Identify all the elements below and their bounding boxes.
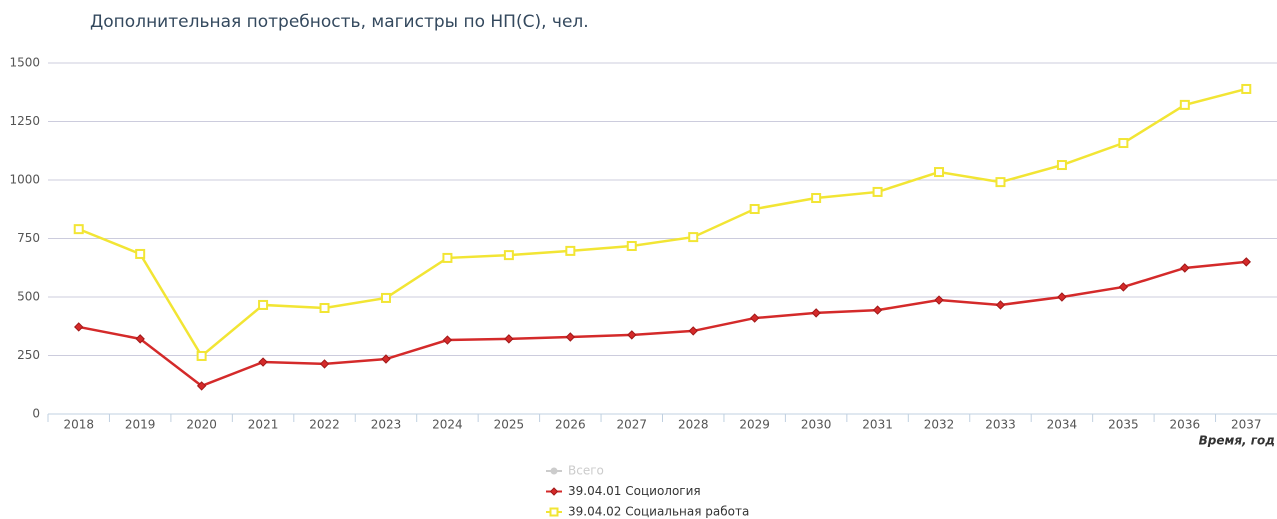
x-tick-label: 2026 [555, 418, 586, 432]
point [196, 350, 207, 361]
point [196, 381, 207, 391]
y-tick-label: 1500 [9, 56, 40, 70]
point [135, 334, 145, 344]
chart-title: Дополнительная потребность, магистры по … [90, 12, 589, 32]
point [811, 193, 822, 204]
legend-label: 39.04.01 Социология [568, 484, 701, 498]
x-tick-label: 2035 [1108, 418, 1139, 432]
point [688, 232, 699, 243]
x-tick-label: 2032 [924, 418, 955, 432]
x-tick-label: 2029 [739, 418, 770, 432]
point [934, 295, 944, 305]
point [442, 335, 453, 345]
y-tick-label: 0 [32, 407, 40, 421]
x-tick-label: 2024 [432, 418, 463, 432]
x-tick-label: 2022 [309, 418, 340, 432]
point [73, 224, 84, 235]
y-tick-label: 250 [17, 348, 40, 362]
point [319, 359, 330, 369]
x-tick-label: 2031 [862, 418, 893, 432]
point [504, 334, 514, 344]
x-tick-label: 2021 [248, 418, 279, 432]
point [258, 299, 269, 310]
point [934, 167, 945, 178]
point [1241, 257, 1251, 267]
x-tick-label: 2036 [1170, 418, 1201, 432]
x-tick-label: 2023 [371, 418, 402, 432]
point [749, 313, 760, 323]
x-tick-label: 2019 [125, 418, 156, 432]
point [258, 357, 268, 367]
x-tick-label: 2020 [186, 418, 217, 432]
point [1057, 292, 1067, 302]
y-tick-label: 500 [17, 290, 40, 304]
legend-swatch [549, 487, 559, 496]
point [688, 326, 698, 336]
point [749, 204, 760, 215]
point [565, 332, 576, 342]
point [1118, 282, 1129, 292]
point [995, 300, 1006, 310]
point [1180, 263, 1190, 273]
point [1241, 83, 1252, 94]
point [811, 308, 821, 318]
legend-label: Всего [568, 464, 604, 478]
point [503, 250, 514, 261]
point [995, 177, 1006, 188]
x-tick-label: 2030 [801, 418, 832, 432]
legend-swatch [550, 467, 558, 475]
legend-swatch [549, 507, 559, 517]
point [442, 252, 453, 263]
x-tick-label: 2037 [1231, 418, 1262, 432]
x-tick-label: 2028 [678, 418, 709, 432]
x-tick-label: 2025 [494, 418, 525, 432]
x-axis-title: Время, год [1199, 434, 1275, 448]
x-tick-label: 2034 [1047, 418, 1078, 432]
y-tick-label: 750 [17, 231, 40, 245]
series-line [78, 87, 1247, 358]
point [1118, 138, 1129, 149]
x-tick-label: 2027 [617, 418, 648, 432]
point [626, 240, 637, 251]
x-tick-label: 2018 [63, 418, 94, 432]
series-line [78, 260, 1247, 388]
legend-label: 39.04.02 Социальная работа [568, 505, 749, 519]
x-tick-label: 2033 [985, 418, 1016, 432]
point [319, 302, 330, 313]
point [135, 248, 146, 259]
point [380, 292, 391, 303]
point [1056, 160, 1067, 171]
point [1179, 99, 1190, 110]
y-tick-label: 1000 [9, 173, 40, 187]
point [381, 354, 391, 364]
point [872, 186, 883, 197]
point [74, 322, 84, 332]
y-tick-label: 1250 [9, 114, 40, 128]
point [565, 245, 576, 256]
point [627, 330, 637, 340]
point [872, 305, 883, 315]
